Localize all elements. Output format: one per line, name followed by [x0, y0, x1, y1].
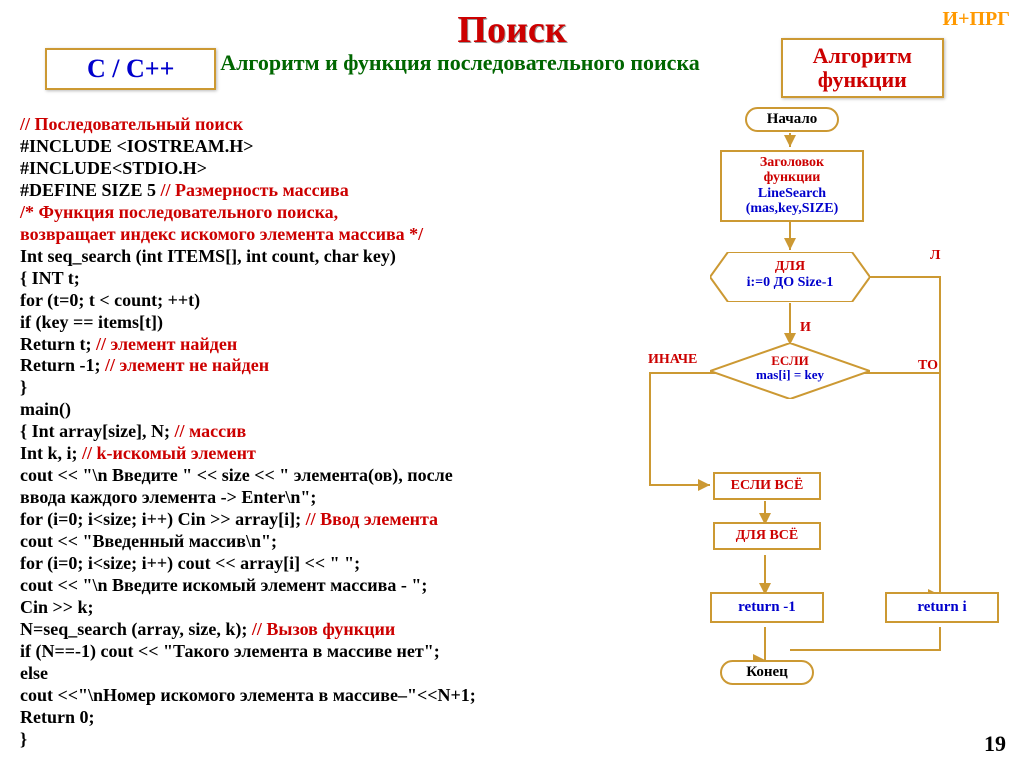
fc-h4: (mas,key,SIZE)	[746, 201, 839, 216]
code-l25: cout <<"\nНомер искомого элемента в масс…	[20, 685, 476, 705]
code-l11b: // элемент не найден	[105, 355, 269, 375]
code-l6: Int seq_search (int ITEMS[], int count, …	[20, 246, 396, 266]
code-area: // Последовательный поиск #INCLUDE <IOST…	[20, 114, 630, 751]
fc-end-text: Конец	[746, 664, 788, 680]
label-l: Л	[930, 248, 940, 264]
label-i: И	[800, 320, 811, 336]
fc-ifall-text: ЕСЛИ ВСЁ	[731, 478, 804, 493]
code-l11a: Return -1;	[20, 355, 105, 375]
code-l22b: // Вызов функции	[252, 619, 395, 639]
fc-ret2-text: return i	[917, 599, 966, 615]
code-l12: }	[20, 377, 27, 397]
code-l4a: #DEFINE SIZE 5	[20, 180, 161, 200]
fc-h1: Заголовок	[760, 155, 824, 170]
code-l14a: { Int array[size], N;	[20, 421, 175, 441]
code-l2: #INCLUDE <IOSTREAM.H>	[20, 136, 254, 156]
fc-header: Заголовок функции LineSearch (mas,key,SI…	[720, 150, 864, 222]
fc-return-i: return i	[885, 592, 999, 623]
code-l5b: возвращает индекс искомого элемента масс…	[20, 224, 423, 244]
code-l14b: // массив	[175, 421, 247, 441]
fc-decision: ЕСЛИ mas[i] = key	[710, 343, 870, 399]
label-else: ИНАЧЕ	[648, 352, 697, 368]
fc-loop-l1: ДЛЯ	[775, 259, 805, 274]
fc-start-text: Начало	[767, 111, 818, 127]
fc-ifall: ЕСЛИ ВСЁ	[713, 472, 821, 500]
code-l10b: // элемент найден	[96, 334, 237, 354]
code-l7: { INT t;	[20, 268, 80, 288]
fc-return-neg1: return -1	[710, 592, 824, 623]
fc-cond-l1: ЕСЛИ	[771, 353, 809, 368]
code-l22a: N=seq_search (array, size, k);	[20, 619, 252, 639]
fc-start: Начало	[745, 107, 839, 132]
code-l16: cout << "\n Введите " << size << " элеме…	[20, 465, 453, 485]
page-number: 19	[984, 731, 1006, 757]
code-l3: #INCLUDE<STDIO.H>	[20, 158, 207, 178]
code-l15b: // k-искомый элемент	[82, 443, 256, 463]
code-l9: if (key == items[t])	[20, 312, 163, 332]
fc-forall: ДЛЯ ВСЁ	[713, 522, 821, 550]
code-l4b: // Размерность массива	[161, 180, 349, 200]
code-l16b: ввода каждого элемента -> Enter\n";	[20, 487, 316, 507]
fc-h3: LineSearch	[758, 186, 826, 201]
fc-loop-l2: i:=0 ДО Size-1	[747, 275, 834, 290]
fc-ret1-text: return -1	[738, 599, 796, 615]
algo-line1: Алгоритм	[813, 43, 912, 68]
code-l26: Return 0;	[20, 707, 95, 727]
code-l17b: // Ввод элемента	[306, 509, 438, 529]
lang-box: C / C++	[45, 48, 216, 90]
algo-line2: функции	[818, 67, 907, 92]
subtitle: Алгоритм и функция последовательного пои…	[210, 50, 710, 75]
fc-loop: ДЛЯ i:=0 ДО Size-1	[710, 252, 870, 302]
fc-h2: функции	[764, 170, 821, 185]
code-l5a: /* Функция последовательного поиска,	[20, 202, 338, 222]
fc-cond-l2: mas[i] = key	[756, 367, 824, 382]
fc-end: Конец	[720, 660, 814, 685]
code-l1: // Последовательный поиск	[20, 114, 243, 134]
code-l24: else	[20, 663, 48, 683]
code-l18: cout << "Введенный массив\n";	[20, 531, 277, 551]
algorithm-box: Алгоритм функции	[781, 38, 944, 98]
code-l19: for (i=0; i<size; i++) cout << array[i] …	[20, 553, 360, 573]
code-l8: for (t=0; t < count; ++t)	[20, 290, 200, 310]
code-l20: cout << "\n Введите искомый элемент масс…	[20, 575, 427, 595]
code-l10a: Return t;	[20, 334, 96, 354]
code-l23: if (N==-1) cout << "Такого элемента в ма…	[20, 641, 440, 661]
fc-forall-text: ДЛЯ ВСЁ	[736, 528, 798, 543]
code-l13: main()	[20, 399, 71, 419]
code-l27: }	[20, 729, 27, 749]
code-l17a: for (i=0; i<size; i++) Cin >> array[i];	[20, 509, 306, 529]
label-to: ТО	[918, 358, 938, 374]
code-l15a: Int k, i;	[20, 443, 82, 463]
code-l21: Cin >> k;	[20, 597, 94, 617]
